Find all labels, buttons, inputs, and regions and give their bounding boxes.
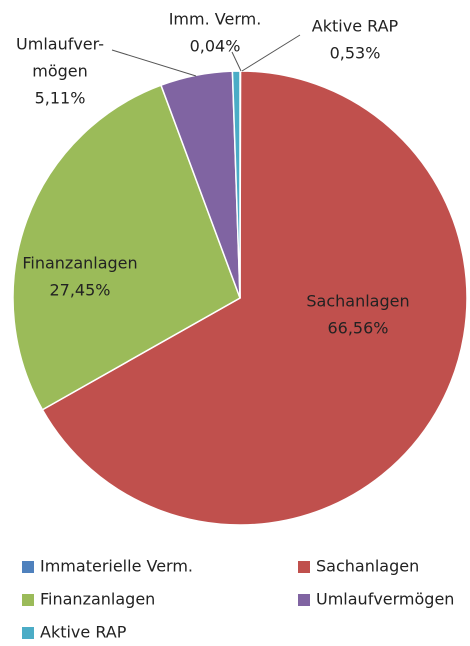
legend-label: Immaterielle Verm.: [40, 557, 193, 576]
legend-label: Sachanlagen: [316, 557, 419, 576]
leader-line: [231, 51, 242, 72]
slice-value-label: 5,11%: [35, 89, 86, 108]
slice-label: Sachanlagen: [306, 292, 409, 311]
legend-label: Aktive RAP: [40, 623, 127, 642]
legend-label: Finanzanlagen: [40, 590, 155, 609]
pie-slice: [231, 70, 241, 299]
slice-label: Finanzanlagen: [22, 254, 137, 273]
legend-swatch: [22, 594, 34, 606]
slice-label: Aktive RAP: [312, 17, 399, 36]
slice-value-label: 27,45%: [49, 281, 110, 300]
leader-line: [241, 34, 301, 72]
slice-label: mögen: [32, 62, 88, 81]
legend-swatch: [298, 594, 310, 606]
slice-value-label: 66,56%: [327, 319, 388, 338]
leader-line: [111, 49, 197, 77]
slice-value-label: 0,53%: [330, 44, 381, 63]
pie-slice: [41, 70, 468, 526]
legend-swatch: [22, 561, 34, 573]
slice-label: Imm. Verm.: [169, 10, 262, 29]
legend-swatch: [22, 627, 34, 639]
slice-label: Umlaufver-: [16, 35, 104, 54]
legend-swatch: [298, 561, 310, 573]
pie-slice: [12, 84, 241, 411]
legend-label: Umlaufvermögen: [316, 590, 454, 609]
slice-value-label: 0,04%: [190, 37, 241, 56]
